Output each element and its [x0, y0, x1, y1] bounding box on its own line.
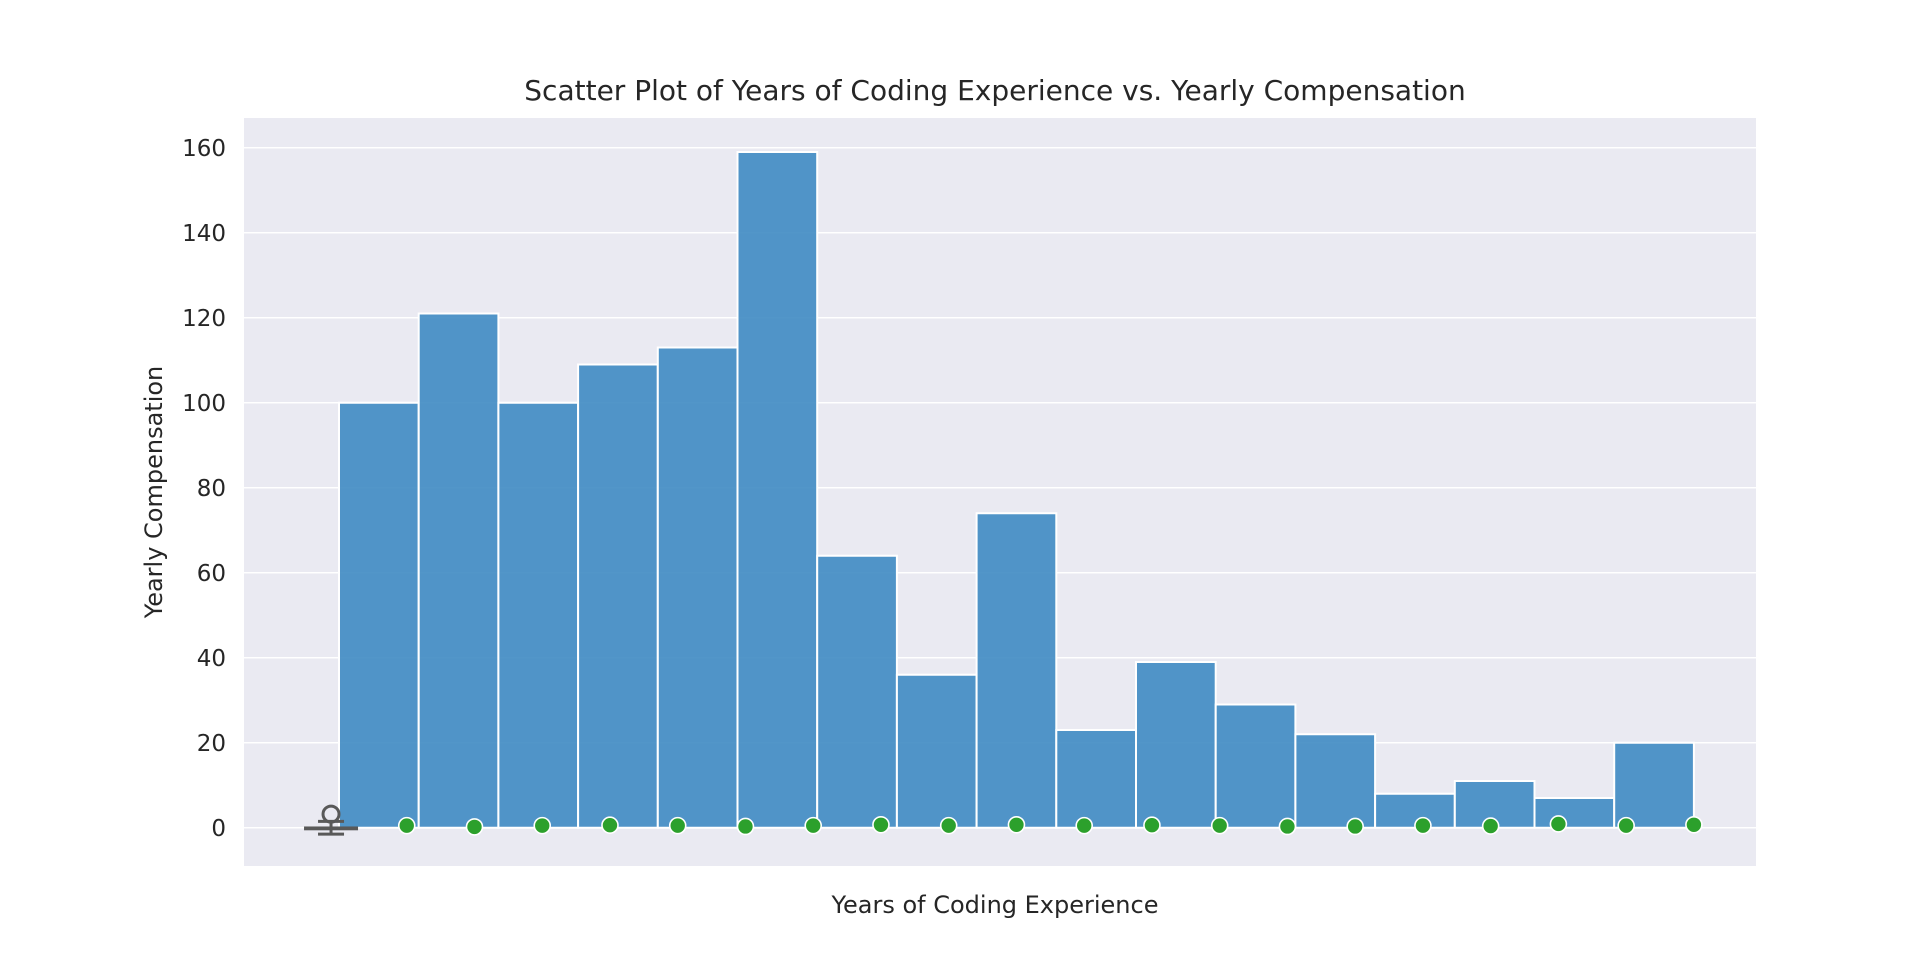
scatter-point — [1617, 816, 1635, 835]
scatter-point — [1481, 817, 1500, 835]
bars — [338, 151, 1695, 829]
y-axis-label: Yearly Compensation — [140, 366, 168, 620]
histogram-bar — [1214, 703, 1297, 829]
scatter-point — [939, 816, 958, 835]
histogram-bar — [1533, 797, 1616, 829]
scatter-point — [1075, 816, 1093, 835]
histogram-bar — [1294, 733, 1377, 829]
histogram-bar — [577, 363, 659, 829]
scatter-point — [668, 816, 687, 835]
scatter-point — [1685, 815, 1703, 834]
scatter-points — [397, 815, 1703, 836]
histogram-bar — [1135, 661, 1217, 829]
histogram-bar — [1055, 729, 1138, 829]
histogram-bar — [895, 673, 978, 829]
scatter-point — [1210, 816, 1229, 835]
scatter-point — [601, 816, 619, 835]
histogram-bar — [816, 554, 898, 829]
y-tick-label: 80 — [197, 476, 226, 502]
box-outlier — [321, 804, 341, 824]
scatter-point — [397, 816, 416, 835]
chart-title: Scatter Plot of Years of Coding Experien… — [524, 74, 1465, 107]
x-axis-label: Years of Coding Experience — [831, 891, 1159, 919]
scatter-point — [872, 815, 890, 834]
y-tick-label: 140 — [182, 221, 226, 247]
y-axis-ticks: 0 20 40 60 80 100 120 140 160 — [182, 136, 226, 842]
histogram-bar — [338, 401, 420, 829]
scatter-point — [533, 816, 552, 835]
scatter-point — [1414, 816, 1432, 835]
boxplot — [304, 804, 359, 836]
y-tick-label: 60 — [197, 561, 226, 587]
y-tick-label: 100 — [182, 391, 226, 417]
scatter-point — [1549, 815, 1568, 833]
scatter-point — [804, 816, 823, 835]
y-tick-label: 160 — [182, 136, 226, 162]
histogram-bar — [975, 512, 1058, 829]
scatter-point — [1278, 817, 1297, 836]
y-tick-label: 20 — [197, 731, 226, 757]
y-tick-label: 40 — [197, 646, 226, 672]
histogram-bar — [1613, 741, 1695, 829]
y-tick-label: 0 — [211, 816, 226, 842]
histogram-bar — [736, 151, 819, 829]
histogram-bar — [497, 401, 580, 829]
histogram-bar — [656, 346, 739, 829]
histogram-bar — [417, 312, 500, 829]
scatter-point — [1007, 815, 1026, 834]
scatter-point — [1143, 816, 1161, 835]
scatter-point — [1346, 817, 1364, 836]
scatter-point — [736, 817, 755, 836]
y-tick-label: 120 — [182, 306, 226, 332]
scatter-point — [465, 818, 484, 836]
